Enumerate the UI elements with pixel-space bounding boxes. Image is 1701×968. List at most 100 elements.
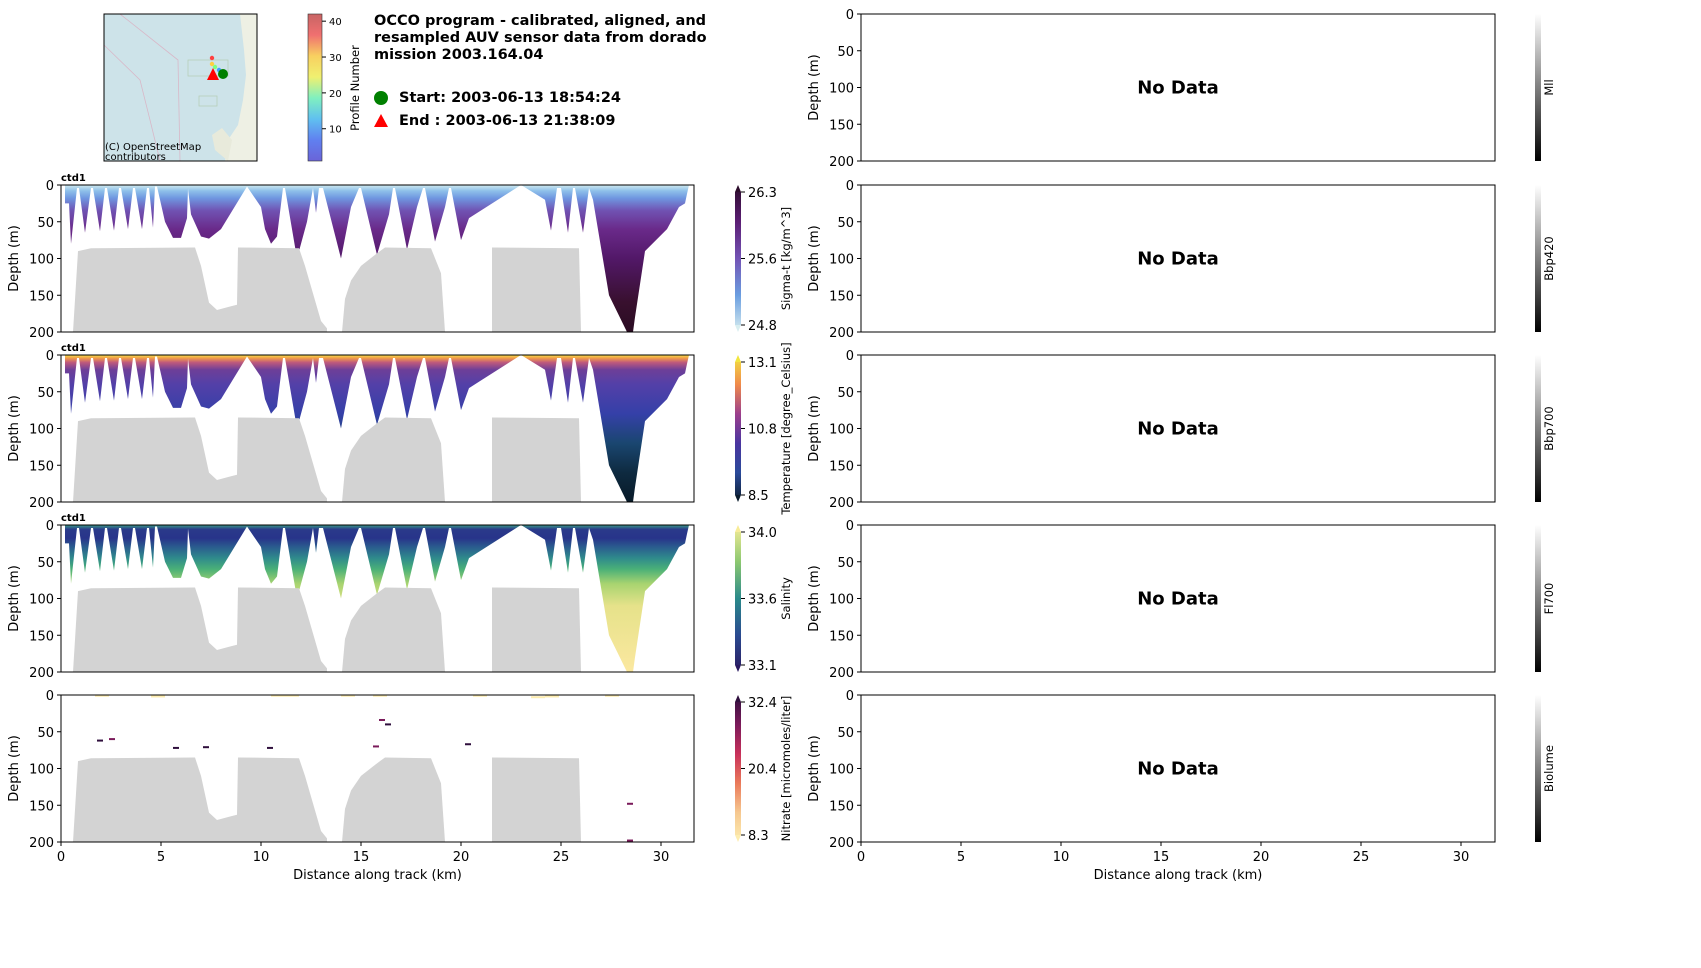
colorbar-fill [1535,525,1541,672]
nitrate-data-point [173,746,179,749]
colorbar-fill [735,192,741,325]
y-tick-label: 200 [29,326,54,341]
x-axis-label: Distance along track (km) [1094,868,1263,883]
nitrate-data-point [627,802,633,805]
y-tick-label: 150 [29,629,54,644]
axes-frame [860,694,1496,843]
x-tick-label: 0 [857,850,865,865]
colorbar-tick-label: 8.5 [748,489,769,504]
y-axis-label: Depth (m) [7,735,22,802]
colorbar-tick-label: 20.4 [748,763,777,778]
map-attribution: contributors [105,152,166,163]
y-tick-label: 150 [829,118,854,133]
no-data-label: No Data [1137,589,1219,610]
y-tick-label: 0 [46,689,54,704]
nitrate-data-point [151,695,165,698]
nitrate-data-point [373,745,379,748]
y-tick-label: 150 [829,799,854,814]
y-tick-label: 100 [829,763,854,778]
colorbar-label: Salinity [779,577,793,620]
y-tick-label: 100 [829,82,854,97]
x-tick-label: 20 [453,850,470,865]
colorbar-fill [1535,185,1541,332]
bathymetry-fill [492,417,581,502]
y-tick-label: 200 [29,496,54,511]
colorbar-tick-label: 34.0 [748,526,777,541]
y-tick-label: 50 [37,726,54,741]
colorbar-tick-label: 13.1 [748,356,777,371]
section-panel-3: ctd1 0 50 100 150 200 Depth (m) 34.0 33.6 33.1 Sal… [7,513,793,681]
profile-colorbar: 10 20 30 40 Profile Number [307,13,362,162]
map-attribution: (C) OpenStreetMap [105,142,201,153]
map-frame [103,13,258,162]
y-tick-label: 0 [846,689,854,704]
bathymetry-fill [342,587,445,672]
nitrate-data-point [627,839,633,842]
plot-area [65,355,689,502]
axes-frame [860,354,1496,503]
plot-area [73,695,633,842]
y-tick-label: 0 [46,519,54,534]
y-tick-label: 200 [829,836,854,851]
y-tick-label: 150 [829,459,854,474]
nitrate-data-point [285,695,299,697]
colorbar-fill [735,362,741,495]
nitrate-data-point [531,696,545,699]
title-line-1: OCCO program - calibrated, aligned, and [374,13,706,29]
y-tick-label: 150 [829,289,854,304]
colorbar-tick-label: 10 [329,125,342,136]
no-data-panel-mll: No Data 0 50 100 150 200 Depth (m) Mll [807,8,1556,170]
colorbar-fill [735,702,741,835]
no-data-label: No Data [1137,249,1219,270]
data-section-fill [65,525,689,672]
x-axis-label: Distance along track (km) [293,868,462,883]
data-section-fill [65,355,689,502]
y-tick-label: 150 [29,289,54,304]
y-tick-label: 100 [29,423,54,438]
map-land-peninsula [212,128,232,161]
y-axis-label: Depth (m) [807,735,822,802]
colorbar-tick-label: 24.8 [748,319,777,334]
start-marker-icon [218,69,228,79]
colorbar-extend-bottom [735,835,741,842]
y-axis-label: Depth (m) [807,395,822,462]
figure-header: OCCO program - calibrated, aligned, and … [374,13,707,129]
track-point [209,61,215,67]
y-tick-label: 100 [29,763,54,778]
x-tick-label: 10 [253,850,270,865]
colorbar-fill [307,13,323,162]
map-zone [198,95,218,107]
section-panel-2: ctd1 0 50 100 150 200 Depth (m) 13.1 10.8 8.5 Temp… [7,342,793,515]
bathymetry-fill [492,247,581,332]
y-tick-label: 100 [29,593,54,608]
nitrate-data-point [109,738,115,741]
colorbar-extend-top [735,185,741,192]
no-data-panel-biolume: No Data 0 50 100 150 200 Depth (m) 0 5 10 15 20 25 30… [807,689,1556,883]
y-tick-label: 200 [829,496,854,511]
title-line-3: mission 2003.164.04 [374,47,543,63]
y-tick-label: 200 [29,666,54,681]
y-tick-label: 200 [829,326,854,341]
no-data-label: No Data [1137,759,1219,780]
y-tick-label: 0 [846,179,854,194]
end-marker-icon [374,114,388,127]
x-tick-label: 15 [353,850,370,865]
colorbar-label: Fl700 [1542,583,1556,615]
section-panel-1: ctd1 0 50 100 150 200 Depth (m) 26.3 25.6 24.8Sig… [7,173,793,341]
bathymetry-fill [73,587,327,672]
y-tick-label: 0 [846,349,854,364]
plot-area [65,185,689,332]
no-data-panel-fl700: No Data 0 50 100 150 200 Depth (m) Fl700 [807,519,1556,681]
bathymetry-fill [342,417,445,502]
y-tick-label: 50 [837,556,854,571]
colorbar-label: Profile Number [348,45,362,131]
colorbar-extend-top [735,355,741,362]
colorbar-tick-label: 33.1 [748,659,777,674]
y-tick-label: 150 [29,799,54,814]
colorbar-tick-label: 25.6 [748,253,777,268]
no-data-label: No Data [1137,419,1219,440]
colorbar-fill [1535,14,1541,161]
